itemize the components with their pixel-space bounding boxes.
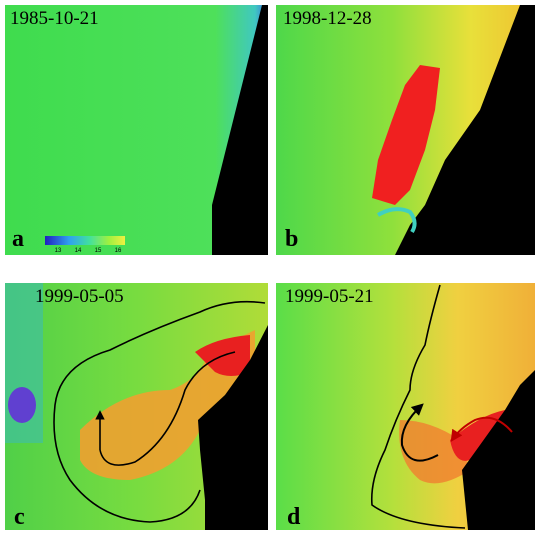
- contour: [370, 284, 466, 529]
- contour: [99, 351, 236, 466]
- panel-label: b: [285, 226, 298, 252]
- panel-label: d: [287, 504, 301, 530]
- date: 1999-05-21: [285, 286, 374, 307]
- colorbar-tick: 14: [75, 248, 82, 254]
- colorbar-tick: 16: [115, 248, 122, 254]
- flow-arrow: [450, 416, 513, 442]
- colorbar-tick: 13: [55, 248, 62, 254]
- colorbar: [45, 236, 125, 245]
- panel-a: 1985-10-21 a 13 14 15 16: [5, 5, 268, 255]
- panel-label: c: [14, 504, 25, 530]
- panel-c: 1999-05-05 c: [5, 283, 268, 530]
- panel-d: 1999-05-21 d: [276, 283, 535, 530]
- date: 1998-12-28: [283, 8, 372, 29]
- contour: [53, 300, 266, 523]
- land: [198, 325, 268, 530]
- flow-arrow: [400, 403, 439, 462]
- front: [376, 207, 417, 234]
- date: 1985-10-21: [10, 8, 99, 29]
- date: 1999-05-05: [35, 286, 124, 307]
- land: [462, 370, 535, 530]
- warm-water: [372, 65, 440, 205]
- colorbar-tick: 15: [95, 248, 102, 254]
- panel-b: 1998-12-28 b: [276, 5, 535, 255]
- land: [395, 5, 535, 255]
- cool-water: [8, 387, 36, 423]
- land: [212, 5, 268, 255]
- panel-label: a: [12, 226, 24, 252]
